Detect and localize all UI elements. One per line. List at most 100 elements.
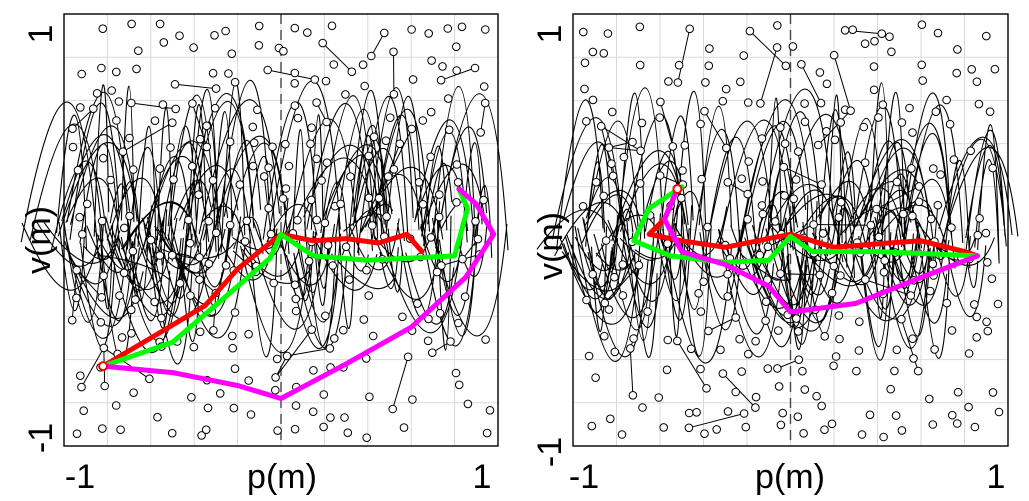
right-tree-node — [588, 47, 598, 57]
left-tree-node — [460, 292, 470, 302]
left-tree-node — [117, 333, 127, 342]
left-tree-node — [127, 19, 136, 29]
left-tree-node — [414, 178, 424, 187]
left-tree-node — [328, 261, 338, 270]
left-tree-node — [327, 21, 337, 31]
left-tree-node — [249, 138, 259, 148]
left-tree-node — [68, 142, 78, 152]
right-tree-node — [880, 256, 890, 265]
left-tree-node — [184, 215, 193, 225]
right-tree-node — [600, 331, 609, 341]
left-tree-node — [268, 142, 277, 152]
right-chart-panel: 1 -1 v(m) -1 1 p(m) — [531, 13, 1019, 496]
right-tree-node — [603, 29, 613, 38]
left-tree-node — [224, 69, 233, 78]
left-tree-node — [290, 79, 300, 88]
right-ytick-bottom: -1 — [531, 437, 569, 467]
right-tree-node — [743, 98, 753, 107]
right-tree-node — [869, 62, 879, 71]
right-tree-node — [982, 317, 991, 327]
right-tree-node — [942, 95, 951, 105]
right-tree-node — [692, 408, 701, 417]
left-tree-node — [242, 216, 252, 226]
right-tree-node — [964, 402, 973, 412]
left-tree-node — [129, 165, 138, 174]
left-path-green — [100, 186, 471, 369]
right-tree-node — [582, 117, 591, 126]
right-tree-node — [872, 204, 881, 214]
right-xlabel: p(m) — [755, 458, 825, 496]
left-tree-node — [76, 103, 85, 112]
right-tree-node — [654, 393, 664, 402]
right-tree-node — [604, 143, 614, 152]
right-tree-node — [751, 336, 760, 346]
left-tree-node — [208, 176, 218, 185]
right-tree-node — [818, 229, 828, 238]
right-tree-node — [791, 175, 801, 184]
right-tree-node — [702, 384, 711, 393]
right-tree-node — [834, 311, 844, 320]
right-tree-node — [712, 425, 722, 434]
right-tree-node — [608, 171, 618, 181]
left-tree-node — [240, 237, 250, 246]
left-tree-node — [269, 278, 279, 288]
right-tree-node — [822, 79, 832, 89]
right-tree-node — [899, 209, 908, 219]
right-tree-edges — [536, 28, 1019, 429]
right-tree-node — [936, 170, 945, 179]
left-tree-node — [175, 279, 185, 288]
left-tree-node — [155, 164, 165, 173]
right-tree-node — [987, 274, 997, 284]
left-tree-node — [106, 175, 115, 185]
right-tree-node — [628, 137, 637, 147]
left-tree-node — [246, 410, 256, 419]
left-tree-node — [418, 116, 428, 125]
right-tree-node — [579, 27, 588, 37]
left-tree-node — [158, 100, 168, 109]
left-axes-frame — [63, 13, 499, 447]
left-tree-node — [427, 56, 436, 65]
left-tree-node — [317, 176, 326, 185]
right-tree-node — [800, 117, 810, 127]
left-tree-node — [479, 195, 488, 205]
right-tree-node — [743, 189, 753, 199]
right-tree-node — [928, 259, 938, 269]
left-tree-node — [290, 68, 300, 78]
left-tree-node — [97, 216, 107, 226]
right-tree-node — [966, 146, 976, 156]
left-tree-node — [210, 103, 220, 113]
left-tree-node — [343, 428, 353, 438]
left-tree-node — [195, 275, 204, 284]
left-tree-node — [364, 151, 374, 161]
left-tree-node — [155, 19, 165, 29]
right-tree-node — [694, 289, 703, 298]
left-tree-node — [171, 104, 180, 114]
left-tree-node — [114, 97, 124, 106]
right-tree-node — [908, 128, 917, 137]
left-tree-node — [195, 327, 205, 337]
left-tree-node — [77, 382, 86, 392]
left-tree-node — [290, 101, 300, 110]
left-tree-nodes — [67, 19, 495, 443]
left-tree-node — [453, 178, 463, 187]
left-tree-node — [426, 152, 435, 162]
right-tree-node — [668, 142, 678, 151]
left-tree-node — [127, 305, 136, 315]
right-tree-node — [741, 422, 751, 432]
right-tree-node — [751, 392, 761, 402]
right-tree-node — [716, 345, 725, 355]
left-tree-node — [476, 128, 486, 137]
left-tree-node — [134, 46, 143, 56]
right-tree-node — [967, 65, 977, 74]
right-tree-node — [870, 36, 879, 46]
right-tree-node — [820, 332, 830, 341]
right-tree-node — [964, 349, 974, 358]
right-tree-node — [731, 387, 741, 397]
right-tree-node — [885, 32, 894, 42]
left-tree-node — [99, 271, 108, 281]
left-tree-node — [382, 212, 391, 221]
right-tree-node — [703, 222, 712, 232]
left-tree-node — [364, 193, 374, 203]
left-tree-node — [346, 172, 355, 181]
left-tree-node — [322, 158, 332, 167]
